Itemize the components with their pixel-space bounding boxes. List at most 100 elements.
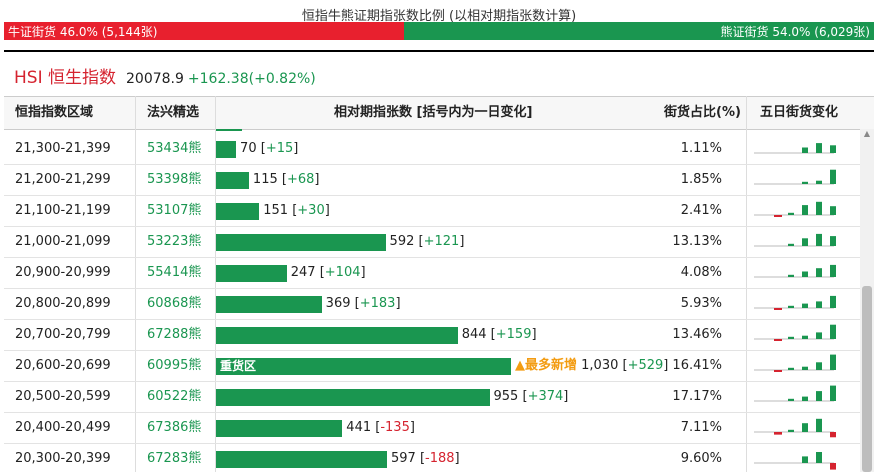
contracts-bar [216, 451, 387, 468]
share-cell: 1.11% [680, 141, 722, 156]
contracts-value: 955 [+374] [493, 389, 569, 404]
five-day-sparkline [754, 233, 836, 247]
warrant-code-link[interactable]: 53434熊 [147, 141, 202, 156]
warrant-code-link[interactable]: 53107熊 [147, 203, 202, 218]
partial-bar [216, 129, 242, 131]
contracts-count: 115 [252, 172, 278, 187]
scrollbar-thumb[interactable] [862, 286, 872, 472]
five-day-sparkline [754, 264, 836, 278]
contracts-count: 1,030 [581, 358, 619, 373]
table-row[interactable]: 21,300-21,399 53434熊 70 [+15] 1.11% [4, 133, 860, 165]
contracts-count: 151 [263, 203, 289, 218]
contracts-value: 597 [-188] [390, 451, 460, 466]
bear-segment: 熊证街货 54.0% (6,029张) [404, 22, 874, 40]
table-row[interactable]: 21,200-21,299 53398熊 115 [+68] 1.85% [4, 164, 860, 196]
table-row[interactable]: 20,400-20,499 67386熊 441 [-135] 7.11% [4, 412, 860, 444]
page-title: 恒指牛熊证期指张数比例 (以相对期指张数计算) [301, 9, 577, 24]
warrant-code-link[interactable]: 53223熊 [147, 234, 202, 249]
warrant-code-link[interactable]: 60995熊 [147, 358, 202, 373]
sparkline-bar [774, 308, 782, 310]
contracts-count: 369 [325, 296, 351, 311]
five-day-sparkline [754, 295, 836, 310]
column-divider [746, 96, 747, 472]
table-row[interactable]: 20,300-20,399 67283熊 597 [-188] 9.60% [4, 443, 860, 472]
share-cell: 7.11% [680, 420, 722, 435]
table-row[interactable]: 20,600-20,699 60995熊 重货区 ▲最多新增 1,030 [+529]… [4, 350, 860, 382]
daily-change: +121 [423, 234, 460, 249]
contracts-value: 151 [+30] [263, 203, 330, 218]
daily-change: +159 [495, 327, 532, 342]
range-cell: 20,600-20,699 [15, 358, 111, 373]
contracts-count: 441 [346, 420, 372, 435]
sparkline-bar [816, 143, 822, 153]
contracts-value: 592 [+121] [389, 234, 465, 249]
sparkline-bar [802, 335, 808, 339]
contracts-bar [216, 234, 386, 251]
daily-change: +104 [324, 265, 361, 280]
column-divider [135, 96, 136, 472]
range-cell: 21,100-21,199 [15, 203, 111, 218]
warrant-code-link[interactable]: 60868熊 [147, 296, 202, 311]
warrant-code-link[interactable]: 67288熊 [147, 327, 202, 342]
table-row[interactable]: 21,000-21,099 53223熊 592 [+121] 13.13% [4, 226, 860, 258]
range-cell: 20,400-20,499 [15, 420, 111, 435]
sparkline-bar [774, 432, 782, 435]
contracts-bar [216, 172, 249, 189]
table-header: 恒指指数区域 法兴精选 相对期指张数 [括号内为一日变化] 街货占比(%) 五日… [4, 96, 874, 130]
sparkline-bar [788, 212, 794, 215]
range-cell: 21,200-21,299 [15, 172, 111, 187]
sparkline-bar [816, 362, 822, 370]
sparkline-bar [802, 238, 808, 246]
header-contracts[interactable]: 相对期指张数 [括号内为一日变化] [334, 105, 533, 120]
five-day-sparkline [754, 169, 836, 185]
index-name: HSI 恒生指数 [14, 68, 116, 88]
warrant-code-link[interactable]: 60522熊 [147, 389, 202, 404]
sparkline-bar [830, 463, 836, 470]
sparkline-bar [802, 271, 808, 277]
table-row[interactable]: 20,700-20,799 67288熊 844 [+159] 13.46% [4, 319, 860, 351]
sparkline-bar [774, 370, 782, 372]
warrant-code-link[interactable]: 55414熊 [147, 265, 202, 280]
daily-change: -135 [380, 420, 410, 435]
contracts-bar [216, 327, 458, 344]
sparkline-bar [816, 201, 822, 215]
daily-change: +374 [527, 389, 564, 404]
warrant-code-link[interactable]: 67283熊 [147, 451, 202, 466]
bull-segment: 牛证街货 46.0% (5,144张) [4, 22, 405, 40]
scroll-up-icon[interactable]: ▲ [863, 129, 871, 138]
header-trend[interactable]: 五日街货变化 [760, 105, 839, 120]
contracts-value: 115 [+68] [252, 172, 320, 187]
table-row[interactable]: 20,500-20,599 60522熊 955 [+374] 17.17% [4, 381, 860, 413]
bear-label: 熊证街货 54.0% (6,029张) [720, 24, 870, 39]
sparkline-bar [802, 366, 808, 370]
contracts-count: 592 [389, 234, 415, 249]
heavy-zone-label: 重货区 [220, 359, 257, 373]
contracts-count: 247 [290, 265, 316, 280]
sparkline-bar [788, 336, 794, 339]
sparkline-bar [802, 181, 808, 184]
warrant-code-link[interactable]: 53398熊 [147, 172, 202, 187]
table-row[interactable]: 20,800-20,899 60868熊 369 [+183] 5.93% [4, 288, 860, 320]
warrant-code-link[interactable]: 67386熊 [147, 420, 202, 435]
bull-label: 牛证街货 46.0% (5,144张) [8, 24, 158, 39]
five-day-sparkline [754, 324, 836, 341]
sparkline-bar [816, 332, 822, 339]
header-share[interactable]: 街货占比(%) [664, 105, 741, 120]
contracts-bar [216, 420, 343, 437]
index-change: +162.38(+0.82%) [187, 71, 316, 87]
header-range[interactable]: 恒指指数区域 [15, 105, 94, 120]
table-row[interactable]: 20,900-20,999 55414熊 247 [+104] 4.08% [4, 257, 860, 289]
share-cell: 16.41% [672, 358, 722, 373]
sparkline-bar [802, 205, 808, 215]
sparkline-bar [802, 423, 808, 432]
five-day-sparkline [754, 201, 836, 217]
share-cell: 4.08% [680, 265, 722, 280]
contracts-bar: 重货区 [216, 358, 511, 375]
sparkline-bar [830, 324, 836, 339]
contracts-value: 369 [+183] [325, 296, 401, 311]
share-cell: 2.41% [680, 203, 722, 218]
table-body: 21,300-21,399 53434熊 70 [+15] 1.11% 21,200-2… [4, 129, 860, 472]
header-pick[interactable]: 法兴精选 [147, 105, 200, 120]
daily-change: +529 [627, 358, 664, 373]
table-row[interactable]: 21,100-21,199 53107熊 151 [+30] 2.41% [4, 195, 860, 227]
